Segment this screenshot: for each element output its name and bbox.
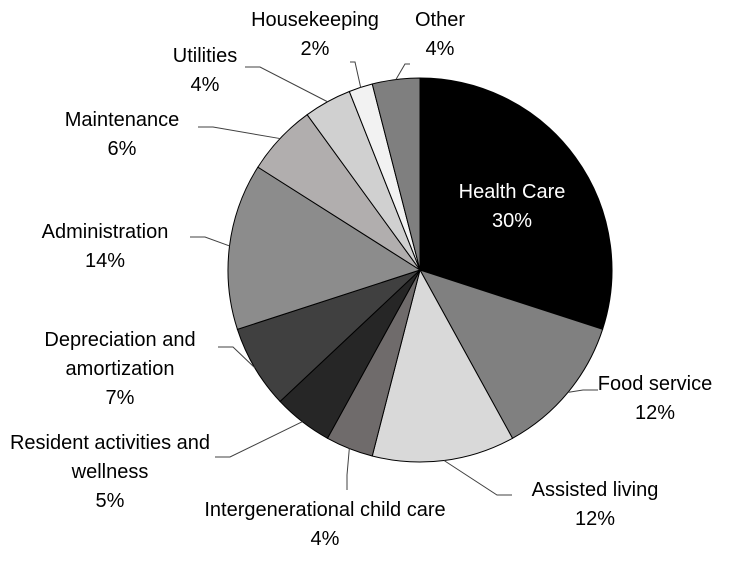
value-label: 4% [310, 528, 340, 550]
leader-line [215, 421, 303, 458]
leader-line [190, 236, 230, 247]
category-label: Intergenerational child care [204, 499, 446, 521]
category-label: Health Care [458, 181, 566, 203]
value-label: 4% [425, 38, 455, 60]
category-label: Utilities [172, 45, 238, 67]
slice-label: Housekeeping 2% [225, 6, 405, 64]
leader-line [218, 346, 256, 369]
value-label: 12% [634, 402, 676, 424]
pie-slice [371, 77, 421, 271]
category-label: Housekeeping [251, 9, 379, 31]
slice-label: Health Care 30% [412, 178, 612, 236]
slice-label: Food service 12% [575, 370, 735, 428]
leader-line [443, 460, 512, 496]
value-label: 14% [84, 250, 126, 272]
pie-slice [419, 77, 613, 330]
value-label: 5% [95, 490, 125, 512]
leader-line [346, 448, 350, 490]
slice-label: Intergenerational child care 4% [195, 496, 455, 554]
value-label: 7% [105, 387, 135, 409]
pie-slice [418, 269, 604, 439]
leader-line [198, 126, 281, 140]
category-label: Depreciation and amortization [44, 329, 196, 380]
category-label: Maintenance [64, 109, 180, 131]
leader-line [395, 63, 410, 80]
pie-slice [227, 166, 422, 330]
category-label: Assisted living [531, 479, 659, 501]
pie-slice [371, 268, 514, 463]
value-label: 30% [491, 210, 533, 232]
value-label: 12% [574, 508, 616, 530]
leader-line [350, 61, 362, 88]
slice-label: Administration 14% [5, 218, 205, 276]
category-label: Food service [597, 373, 713, 395]
slice-label: Depreciation and amortization 7% [5, 326, 235, 413]
value-label: 2% [300, 38, 330, 60]
slice-label: Utilities 4% [145, 42, 265, 100]
value-label: 6% [107, 138, 137, 160]
value-label: 4% [190, 74, 220, 96]
leader-line [245, 66, 328, 103]
slice-label: Maintenance 6% [22, 106, 222, 164]
category-label: Administration [41, 221, 169, 243]
category-label: Resident activities and wellness [9, 432, 211, 483]
slice-label: Assisted living 12% [505, 476, 685, 534]
slice-label: Other 4% [380, 6, 500, 64]
leader-line [567, 389, 598, 393]
category-label: Other [414, 9, 466, 31]
slice-label: Resident activities and wellness 5% [0, 429, 225, 516]
